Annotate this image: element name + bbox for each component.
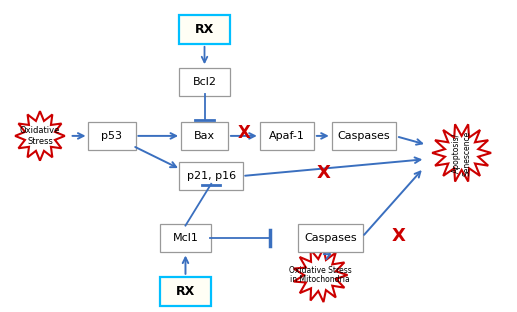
FancyBboxPatch shape bbox=[160, 224, 211, 252]
Text: Stress: Stress bbox=[27, 137, 53, 146]
FancyBboxPatch shape bbox=[181, 122, 228, 150]
Text: in Mitochondria: in Mitochondria bbox=[291, 275, 350, 285]
FancyBboxPatch shape bbox=[179, 162, 244, 190]
FancyBboxPatch shape bbox=[298, 224, 362, 252]
FancyBboxPatch shape bbox=[160, 277, 211, 306]
Text: Caspases: Caspases bbox=[304, 233, 357, 243]
Text: Apoptosis/
Senescence: Apoptosis/ Senescence bbox=[451, 130, 472, 176]
Polygon shape bbox=[15, 111, 65, 161]
Polygon shape bbox=[294, 248, 347, 302]
FancyBboxPatch shape bbox=[179, 15, 230, 44]
Text: Caspases: Caspases bbox=[338, 131, 390, 141]
Text: Oxidative Stress: Oxidative Stress bbox=[289, 266, 352, 275]
Text: Mcl1: Mcl1 bbox=[173, 233, 199, 243]
Polygon shape bbox=[432, 124, 491, 182]
Text: RX: RX bbox=[195, 23, 214, 36]
Text: RX: RX bbox=[176, 285, 195, 298]
Text: Bcl2: Bcl2 bbox=[192, 77, 217, 87]
Text: X: X bbox=[237, 124, 250, 142]
Text: X: X bbox=[316, 164, 330, 182]
FancyBboxPatch shape bbox=[260, 122, 314, 150]
Text: p53: p53 bbox=[101, 131, 123, 141]
FancyBboxPatch shape bbox=[88, 122, 135, 150]
Text: Oxidative: Oxidative bbox=[20, 126, 60, 135]
FancyBboxPatch shape bbox=[332, 122, 396, 150]
FancyBboxPatch shape bbox=[179, 68, 230, 96]
Text: Bax: Bax bbox=[194, 131, 215, 141]
Text: Apaf-1: Apaf-1 bbox=[269, 131, 305, 141]
Text: X: X bbox=[392, 227, 405, 246]
Text: p21, p16: p21, p16 bbox=[187, 171, 236, 181]
